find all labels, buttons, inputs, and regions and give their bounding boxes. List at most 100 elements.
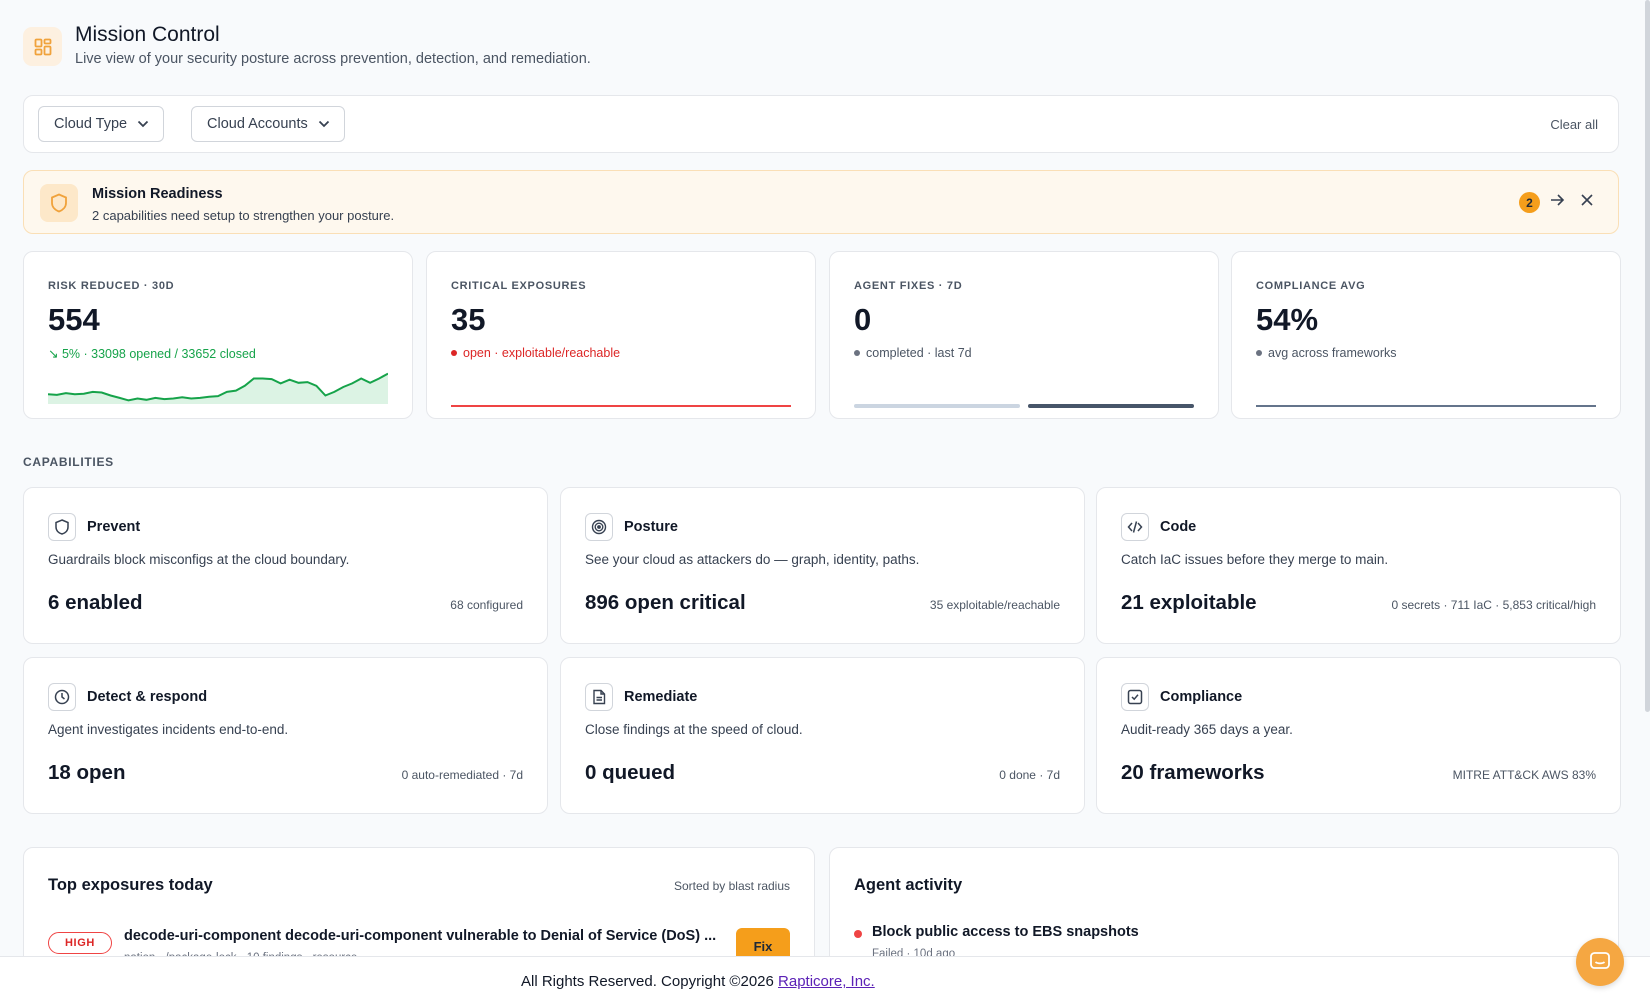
kpi-label: AGENT FIXES · 7D: [854, 280, 963, 292]
capability-card-detect-respond[interactable]: Detect & respond Agent investigates inci…: [23, 657, 548, 814]
capability-card-posture[interactable]: Posture See your cloud as attackers do —…: [560, 487, 1085, 644]
cloud-type-label: Cloud Type: [54, 116, 128, 132]
mission-readiness-banner[interactable]: Mission Readiness 2 capabilities need se…: [23, 170, 1619, 234]
kpi-sub: completed · last 7d: [854, 346, 972, 360]
kpi-card-agent-fixes[interactable]: AGENT FIXES · 7D 0 completed · last 7d: [829, 251, 1219, 419]
capability-description: See your cloud as attackers do — graph, …: [585, 552, 920, 567]
capability-side-stat: 0 auto-remediated · 7d: [401, 768, 523, 782]
kpi-sub-text: open · exploitable/reachable: [463, 346, 621, 360]
status-dot: [854, 350, 860, 356]
top-exposures-title: Top exposures today: [48, 876, 213, 894]
kpi-trend: ↘ 5% · 33098 opened / 33652 closed: [48, 347, 256, 361]
readiness-subtitle: 2 capabilities need setup to strengthen …: [92, 208, 395, 223]
chat-icon: [1590, 952, 1610, 969]
kpi-card-compliance-avg[interactable]: COMPLIANCE AVG 54% avg across frameworks: [1231, 251, 1621, 419]
capability-metric: 0 queued: [585, 761, 675, 784]
kpi-sub-text: avg across frameworks: [1268, 346, 1397, 360]
capability-title: Detect & respond: [87, 689, 208, 705]
capability-card-compliance[interactable]: Compliance Audit-ready 365 days a year. …: [1096, 657, 1621, 814]
capability-description: Close findings at the speed of cloud.: [585, 722, 803, 737]
capability-side-stat: 35 exploitable/reachable: [929, 598, 1060, 612]
capability-title: Posture: [624, 519, 678, 535]
kpi-value: 35: [451, 302, 486, 337]
kpi-sub-text: completed · last 7d: [866, 346, 972, 360]
dashboard-grid-icon: [23, 27, 62, 66]
capability-description: Guardrails block misconfigs at the cloud…: [48, 552, 350, 567]
page-scrollbar[interactable]: [1645, 0, 1650, 712]
capability-metric: 18 open: [48, 761, 126, 784]
kpi-progress-bar: [451, 405, 791, 407]
kpi-label: RISK REDUCED · 30D: [48, 280, 175, 292]
page-subtitle: Live view of your security posture acros…: [75, 51, 591, 67]
readiness-title: Mission Readiness: [92, 186, 223, 202]
page-title: Mission Control: [75, 23, 220, 46]
capability-title: Prevent: [87, 519, 141, 535]
capability-metric: 896 open critical: [585, 591, 746, 614]
capability-side-stat: 0 done · 7d: [999, 768, 1060, 782]
kpi-value: 554: [48, 302, 100, 337]
agent-activity-panel: Agent activity Block public access to EB…: [829, 847, 1619, 967]
cloud-accounts-label: Cloud Accounts: [207, 116, 308, 132]
arrow-right-icon[interactable]: [1549, 192, 1565, 213]
risk-sparkline: [48, 372, 388, 404]
capabilities-section-label: CAPABILITIES: [23, 455, 114, 469]
kpi-label: COMPLIANCE AVG: [1256, 280, 1366, 292]
filter-bar: Cloud Type Cloud Accounts Clear all: [23, 95, 1619, 153]
capability-metric: 21 exploitable: [1121, 591, 1257, 614]
top-exposures-sort-label: Sorted by blast radius: [673, 879, 790, 893]
shield-icon: [40, 184, 78, 222]
top-exposures-panel: Top exposures today Sorted by blast radi…: [23, 847, 815, 967]
capability-card-prevent[interactable]: Prevent Guardrails block misconfigs at t…: [23, 487, 548, 644]
severity-badge: HIGH: [48, 932, 112, 954]
kpi-value: 0: [854, 302, 872, 337]
capability-metric: 20 frameworks: [1121, 761, 1265, 784]
footer-copyright: All Rights Reserved. Copyright ©2026 Rap…: [521, 973, 875, 990]
close-icon[interactable]: [1579, 192, 1595, 213]
kpi-sub: open · exploitable/reachable: [451, 346, 620, 360]
target-icon: [585, 513, 613, 541]
footer: All Rights Reserved. Copyright ©2026 Rap…: [0, 956, 1650, 1006]
kpi-card-critical-exposures[interactable]: CRITICAL EXPOSURES 35 open · exploitable…: [426, 251, 816, 419]
kpi-value: 54%: [1256, 302, 1319, 337]
code-icon: [1121, 513, 1149, 541]
kpi-progress-bar: [1256, 405, 1596, 407]
chat-launcher-button[interactable]: [1576, 938, 1624, 986]
status-dot: [1256, 350, 1262, 356]
activity-title[interactable]: Block public access to EBS snapshots: [872, 924, 1139, 940]
capability-title: Remediate: [624, 689, 698, 705]
capability-card-remediate[interactable]: Remediate Close findings at the speed of…: [560, 657, 1085, 814]
copyright-text: All Rights Reserved. Copyright ©2026: [521, 973, 779, 990]
checkbox-icon: [1121, 683, 1149, 711]
exposure-title[interactable]: decode-uri-component decode-uri-componen…: [124, 928, 717, 944]
capability-side-stat: 68 configured: [450, 598, 523, 612]
kpi-label: CRITICAL EXPOSURES: [451, 280, 587, 292]
cloud-accounts-dropdown[interactable]: Cloud Accounts: [191, 106, 345, 142]
page-header: Mission Control Live view of your securi…: [23, 22, 591, 67]
capability-metric: 6 enabled: [48, 591, 143, 614]
readiness-count-badge: 2: [1519, 192, 1540, 213]
kpi-card-risk-reduced[interactable]: RISK REDUCED · 30D 554 ↘ 5% · 33098 open…: [23, 251, 413, 419]
kpi-sub: avg across frameworks: [1256, 346, 1397, 360]
status-dot: [854, 930, 862, 938]
capability-side-stat: MITRE ATT&CK AWS 83%: [1452, 768, 1596, 782]
chevron-down-icon: [137, 120, 149, 128]
chevron-down-icon: [318, 120, 329, 128]
shield-icon: [48, 513, 76, 541]
sparkline-line: [48, 372, 388, 402]
clock-icon: [48, 683, 76, 711]
capability-description: Agent investigates incidents end-to-end.: [48, 722, 289, 737]
capability-description: Catch IaC issues before they merge to ma…: [1121, 552, 1389, 567]
clear-all-button[interactable]: Clear all: [1550, 117, 1598, 132]
agent-activity-title: Agent activity: [854, 876, 963, 894]
capability-card-code[interactable]: Code Catch IaC issues before they merge …: [1096, 487, 1621, 644]
status-dot: [451, 350, 457, 356]
company-link[interactable]: Rapticore, Inc.: [778, 973, 875, 990]
kpi-segment-bar: [1028, 404, 1194, 408]
capability-title: Compliance: [1160, 689, 1243, 705]
capability-title: Code: [1160, 519, 1197, 535]
document-icon: [585, 683, 613, 711]
capability-side-stat: 0 secrets · 711 IaC · 5,853 critical/hig…: [1391, 598, 1596, 612]
sparkline-area: [48, 373, 388, 404]
capability-description: Audit-ready 365 days a year.: [1121, 722, 1293, 737]
cloud-type-dropdown[interactable]: Cloud Type: [38, 106, 165, 142]
